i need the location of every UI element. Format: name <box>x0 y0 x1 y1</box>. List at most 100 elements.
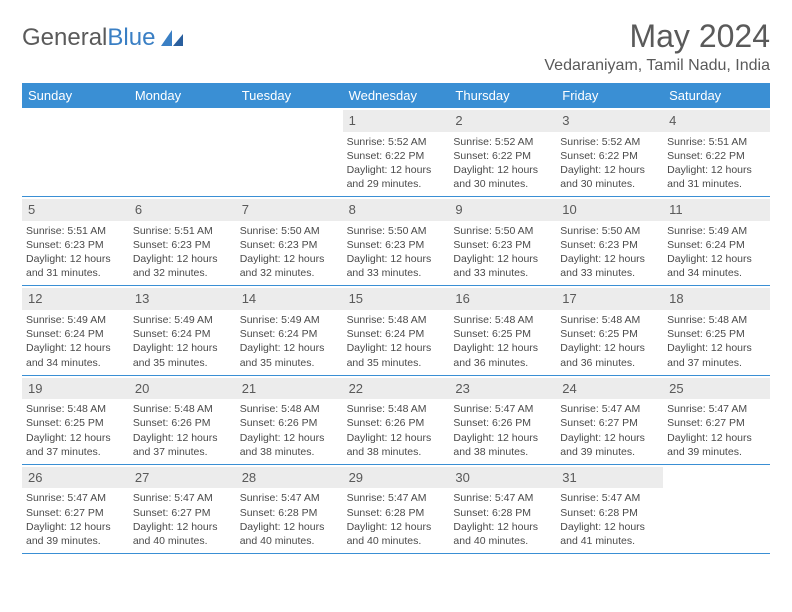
sunrise-text: Sunrise: 5:52 AM <box>453 135 552 149</box>
day-cell: 5Sunrise: 5:51 AMSunset: 6:23 PMDaylight… <box>22 197 129 285</box>
sunset-text: Sunset: 6:28 PM <box>240 506 339 520</box>
daylight-text: Daylight: 12 hours and 40 minutes. <box>133 520 232 548</box>
day-number: 12 <box>22 288 129 310</box>
day-header-cell: Monday <box>129 83 236 108</box>
sunrise-text: Sunrise: 5:48 AM <box>133 402 232 416</box>
day-cell: 29Sunrise: 5:47 AMSunset: 6:28 PMDayligh… <box>343 465 450 553</box>
daylight-text: Daylight: 12 hours and 34 minutes. <box>667 252 766 280</box>
day-cell: 1Sunrise: 5:52 AMSunset: 6:22 PMDaylight… <box>343 108 450 196</box>
day-cell <box>236 108 343 196</box>
day-cell: 31 Sunrise: 5:47 AMSunset: 6:28 PMDayligh… <box>556 465 663 553</box>
sunrise-text: Sunrise: 5:47 AM <box>133 491 232 505</box>
sunrise-text: Sunrise: 5:48 AM <box>240 402 339 416</box>
day-number: 31 <box>556 467 663 489</box>
day-number: 13 <box>129 288 236 310</box>
daylight-text: Daylight: 12 hours and 30 minutes. <box>453 163 552 191</box>
daylight-text: Daylight: 12 hours and 31 minutes. <box>667 163 766 191</box>
day-number: 27 <box>129 467 236 489</box>
day-header-cell: Thursday <box>449 83 556 108</box>
daylight-text: Daylight: 12 hours and 35 minutes. <box>240 341 339 369</box>
sunset-text: Sunset: 6:22 PM <box>453 149 552 163</box>
sunset-text: Sunset: 6:27 PM <box>560 416 659 430</box>
day-header-cell: Tuesday <box>236 83 343 108</box>
day-number: 21 <box>236 378 343 400</box>
daylight-text: Daylight: 12 hours and 37 minutes. <box>133 431 232 459</box>
sunrise-text: Sunrise: 5:47 AM <box>560 402 659 416</box>
day-header-row: SundayMondayTuesdayWednesdayThursdayFrid… <box>22 83 770 108</box>
day-cell: 23Sunrise: 5:47 AMSunset: 6:26 PMDayligh… <box>449 376 556 464</box>
calendar: SundayMondayTuesdayWednesdayThursdayFrid… <box>22 83 770 554</box>
sunset-text: Sunset: 6:28 PM <box>453 506 552 520</box>
daylight-text: Daylight: 12 hours and 34 minutes. <box>26 341 125 369</box>
day-cell: 17Sunrise: 5:48 AMSunset: 6:25 PMDayligh… <box>556 286 663 374</box>
sunrise-text: Sunrise: 5:47 AM <box>667 402 766 416</box>
day-cell: 27Sunrise: 5:47 AMSunset: 6:27 PMDayligh… <box>129 465 236 553</box>
day-cell: 3Sunrise: 5:52 AMSunset: 6:22 PMDaylight… <box>556 108 663 196</box>
day-number: 4 <box>663 110 770 132</box>
daylight-text: Daylight: 12 hours and 38 minutes. <box>453 431 552 459</box>
day-cell: 13Sunrise: 5:49 AMSunset: 6:24 PMDayligh… <box>129 286 236 374</box>
day-cell: 10Sunrise: 5:50 AMSunset: 6:23 PMDayligh… <box>556 197 663 285</box>
sunset-text: Sunset: 6:26 PM <box>347 416 446 430</box>
day-number: 22 <box>343 378 450 400</box>
sunrise-text: Sunrise: 5:48 AM <box>26 402 125 416</box>
sunrise-text: Sunrise: 5:50 AM <box>453 224 552 238</box>
day-number: 24 <box>556 378 663 400</box>
week-row: 1Sunrise: 5:52 AMSunset: 6:22 PMDaylight… <box>22 108 770 197</box>
daylight-text: Daylight: 12 hours and 37 minutes. <box>26 431 125 459</box>
day-number: 10 <box>556 199 663 221</box>
sunset-text: Sunset: 6:23 PM <box>133 238 232 252</box>
sunset-text: Sunset: 6:28 PM <box>560 506 659 520</box>
sunset-text: Sunset: 6:24 PM <box>26 327 125 341</box>
day-cell <box>22 108 129 196</box>
day-number: 9 <box>449 199 556 221</box>
sunset-text: Sunset: 6:24 PM <box>667 238 766 252</box>
sunset-text: Sunset: 6:23 PM <box>453 238 552 252</box>
day-cell: 24Sunrise: 5:47 AMSunset: 6:27 PMDayligh… <box>556 376 663 464</box>
day-cell: 26Sunrise: 5:47 AMSunset: 6:27 PMDayligh… <box>22 465 129 553</box>
daylight-text: Daylight: 12 hours and 32 minutes. <box>133 252 232 280</box>
day-number: 15 <box>343 288 450 310</box>
day-cell: 20Sunrise: 5:48 AMSunset: 6:26 PMDayligh… <box>129 376 236 464</box>
day-number: 16 <box>449 288 556 310</box>
day-cell: 14Sunrise: 5:49 AMSunset: 6:24 PMDayligh… <box>236 286 343 374</box>
day-number: 28 <box>236 467 343 489</box>
header: GeneralBlue May 2024 Vedaraniyam, Tamil … <box>22 18 770 75</box>
daylight-text: Daylight: 12 hours and 40 minutes. <box>240 520 339 548</box>
day-number: 30 <box>449 467 556 489</box>
day-cell <box>663 465 770 553</box>
sunset-text: Sunset: 6:27 PM <box>26 506 125 520</box>
sunset-text: Sunset: 6:24 PM <box>347 327 446 341</box>
sunrise-text: Sunrise: 5:50 AM <box>347 224 446 238</box>
day-cell: 12 Sunrise: 5:49 AMSunset: 6:24 PMDayligh… <box>22 286 129 374</box>
day-number: 11 <box>663 199 770 221</box>
week-row: 26Sunrise: 5:47 AMSunset: 6:27 PMDayligh… <box>22 465 770 554</box>
sunset-text: Sunset: 6:25 PM <box>26 416 125 430</box>
day-cell <box>129 108 236 196</box>
daylight-text: Daylight: 12 hours and 33 minutes. <box>347 252 446 280</box>
sunrise-text: Sunrise: 5:49 AM <box>26 313 125 327</box>
daylight-text: Daylight: 12 hours and 41 minutes. <box>560 520 659 548</box>
day-header-cell: Wednesday <box>343 83 450 108</box>
daylight-text: Daylight: 12 hours and 38 minutes. <box>347 431 446 459</box>
sunset-text: Sunset: 6:22 PM <box>560 149 659 163</box>
sunset-text: Sunset: 6:28 PM <box>347 506 446 520</box>
day-cell: 22Sunrise: 5:48 AMSunset: 6:26 PMDayligh… <box>343 376 450 464</box>
daylight-text: Daylight: 12 hours and 32 minutes. <box>240 252 339 280</box>
day-header-cell: Sunday <box>22 83 129 108</box>
sunset-text: Sunset: 6:24 PM <box>240 327 339 341</box>
sunrise-text: Sunrise: 5:47 AM <box>453 491 552 505</box>
day-cell: 30Sunrise: 5:47 AMSunset: 6:28 PMDayligh… <box>449 465 556 553</box>
title-block: May 2024 Vedaraniyam, Tamil Nadu, India <box>544 18 770 75</box>
week-row: 5Sunrise: 5:51 AMSunset: 6:23 PMDaylight… <box>22 197 770 286</box>
sunrise-text: Sunrise: 5:52 AM <box>560 135 659 149</box>
day-cell: 19Sunrise: 5:48 AMSunset: 6:25 PMDayligh… <box>22 376 129 464</box>
day-number: 2 <box>449 110 556 132</box>
sunrise-text: Sunrise: 5:47 AM <box>26 491 125 505</box>
sunrise-text: Sunrise: 5:49 AM <box>667 224 766 238</box>
day-cell: 18Sunrise: 5:48 AMSunset: 6:25 PMDayligh… <box>663 286 770 374</box>
sunrise-text: Sunrise: 5:47 AM <box>560 491 659 505</box>
daylight-text: Daylight: 12 hours and 30 minutes. <box>560 163 659 191</box>
day-cell: 8Sunrise: 5:50 AMSunset: 6:23 PMDaylight… <box>343 197 450 285</box>
day-number: 23 <box>449 378 556 400</box>
